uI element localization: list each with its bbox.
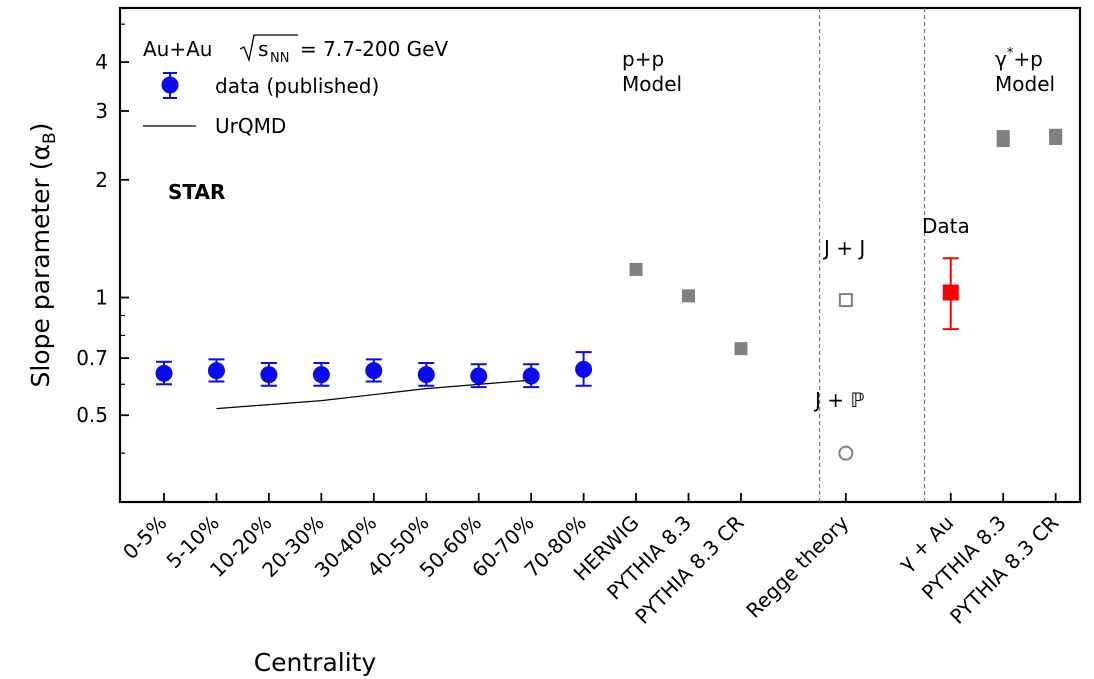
- urqmd-line: [216, 379, 532, 410]
- y-tick-label-3: 2: [95, 168, 108, 192]
- y-axis-label-main: Slope parameter (α: [26, 144, 55, 387]
- x-axis-label: Centrality: [254, 648, 377, 677]
- series-2-point-0-marker: [629, 262, 643, 276]
- series-0-point-5-marker: [417, 366, 435, 384]
- legend-data-marker: [161, 76, 179, 94]
- plot-frame: [118, 6, 1082, 504]
- legend-entry-data: data (published): [215, 74, 379, 98]
- y-axis-label-close: ): [26, 123, 55, 133]
- series-0-point-6-marker: [470, 367, 488, 385]
- gp-star: *: [1007, 46, 1014, 61]
- series-0-point-7-marker: [522, 367, 540, 385]
- y-axis-label: Slope parameter (αB): [26, 123, 60, 388]
- y-tick-label-5: 4: [95, 50, 108, 74]
- gp-model-line2: Model: [995, 72, 1055, 96]
- series-0-point-2-marker: [260, 366, 278, 384]
- legend-title-prefix: Au+Au: [143, 37, 212, 61]
- series-4-point-0-marker: [838, 445, 854, 461]
- series-0-point-1-marker: [207, 362, 225, 380]
- series-3-point-0-marker: [838, 293, 853, 308]
- series-0-point-0-marker: [155, 364, 173, 382]
- series-5-point-0-marker: [942, 284, 959, 301]
- y-tick-label-4: 3: [95, 99, 108, 123]
- gp-model-line1: γ*+p: [995, 46, 1043, 71]
- series-2-point-2-marker: [734, 342, 748, 356]
- series-2-point-6-marker: [1049, 128, 1063, 142]
- annotation-layer: STAR p+p Model J + J J + ℙ Data γ*+p Mod…: [168, 46, 1055, 412]
- y-axis-label-sub: B: [40, 132, 60, 144]
- series-2-point-1-marker: [682, 289, 695, 303]
- series-0-point-3-marker: [312, 366, 330, 384]
- separator-layer: [819, 8, 926, 502]
- y-tick-label-1: 0.7: [76, 346, 108, 370]
- pp-model-line1: p+p: [622, 47, 664, 71]
- series-2-point-4-marker: [996, 130, 1010, 144]
- jp-label: J + ℙ: [813, 388, 864, 412]
- y-tick-label-0: 0.5: [76, 403, 108, 427]
- data-label: Data: [922, 214, 970, 238]
- legend-root-sub: NN: [270, 51, 289, 66]
- legend-entry-urqmd: UrQMD: [215, 114, 286, 138]
- series-0-point-8-marker: [575, 360, 593, 378]
- series-0-point-4-marker: [365, 362, 383, 380]
- jj-label: J + J: [822, 236, 865, 260]
- pp-model-line2: Model: [622, 72, 682, 96]
- legend-root-var: s: [258, 37, 268, 61]
- sqrt-sign-icon: [239, 34, 298, 63]
- star-label: STAR: [168, 180, 225, 204]
- gp-rest: +p: [1013, 47, 1042, 71]
- y-tick-label-2: 1: [95, 286, 108, 310]
- legend: Au+Au s NN = 7.7-200 GeV data (published…: [143, 34, 448, 138]
- gp-gamma: γ: [995, 47, 1007, 71]
- legend-title-suffix: = 7.7-200 GeV: [300, 37, 448, 61]
- x-tick-label-13: Regge theory: [741, 510, 853, 622]
- data-mark-layer: [155, 128, 1063, 461]
- legend-title: Au+Au: [143, 37, 212, 61]
